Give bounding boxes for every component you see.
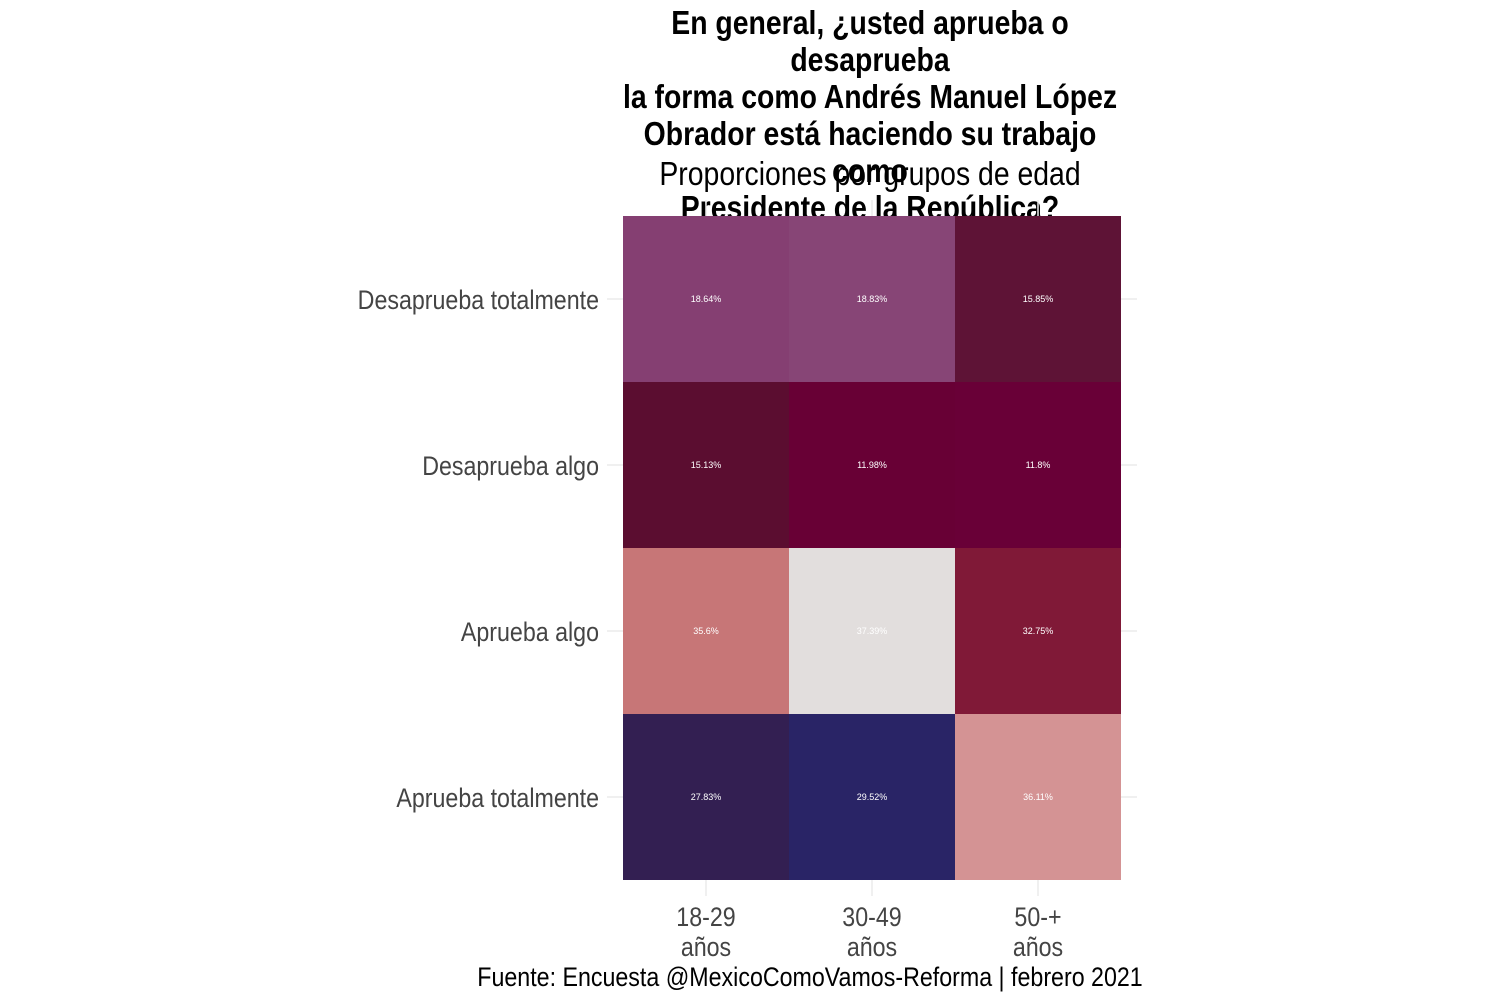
cell-value-label: 35.6%: [693, 626, 719, 636]
cell-value-label: 27.83%: [691, 792, 722, 802]
x-tick-label-line: 18-29: [676, 902, 735, 932]
x-tick-label: 30-49 años: [842, 902, 901, 962]
cell-value-label: 11.8%: [1026, 460, 1051, 470]
cell-value-label: 11.98%: [857, 460, 887, 470]
cell-value-label: 15.13%: [691, 460, 722, 470]
cell-value-label: 32.75%: [1023, 626, 1054, 636]
x-tick-label: 18-29 años: [676, 902, 735, 962]
heatmap-cell: [955, 216, 1121, 382]
cell-value-label: 18.64%: [691, 294, 722, 304]
heatmap-cell: [623, 548, 789, 714]
x-tick-label-line: años: [681, 932, 731, 962]
y-tick-label: Desaprueba totalmente: [358, 285, 599, 315]
x-tick-label-line: 50-+: [1014, 902, 1061, 932]
cell-labels: 18.64% 18.83% 15.85% 15.13% 11.98% 11.8% 35.6%…: [691, 294, 1054, 802]
heatmap-cell: [789, 548, 955, 714]
heatmap-cell: [623, 382, 789, 548]
chart-caption: Fuente: Encuesta @MexicoComoVamos-Reform…: [477, 962, 1143, 992]
chart-subtitle: Proporciones por grupos de edad: [659, 155, 1081, 192]
y-tick-label: Aprueba totalmente: [396, 783, 599, 813]
x-tick-label: 50-+ años: [1013, 902, 1063, 962]
heatmap-cell: [955, 714, 1121, 880]
cell-value-label: 29.52%: [857, 792, 888, 802]
heatmap-cell: [789, 382, 955, 548]
heatmap-cell: [789, 714, 955, 880]
x-tick-label-line: años: [1013, 932, 1063, 962]
heatmap-cells: [623, 216, 1121, 880]
heatmap-cell: [955, 382, 1121, 548]
heatmap-cell: [623, 714, 789, 880]
cell-value-label: 18.83%: [857, 294, 888, 304]
heatmap-cell: [955, 548, 1121, 714]
cell-value-label: 36.11%: [1023, 792, 1053, 802]
y-axis-tick-labels: Desaprueba totalmente Desaprueba algo Apru…: [358, 285, 599, 813]
chart-title: En general, ¿usted aprueba o desaprueba …: [622, 4, 1118, 226]
y-tick-label: Desaprueba algo: [422, 451, 599, 481]
heatmap-cell: [789, 216, 955, 382]
x-tick-label-line: 30-49: [842, 902, 901, 932]
cell-value-label: 15.85%: [1023, 294, 1054, 304]
cell-value-label: 37.39%: [857, 626, 888, 636]
heatmap-cell: [623, 216, 789, 382]
y-tick-label: Aprueba algo: [461, 617, 599, 647]
x-tick-label-line: años: [847, 932, 897, 962]
